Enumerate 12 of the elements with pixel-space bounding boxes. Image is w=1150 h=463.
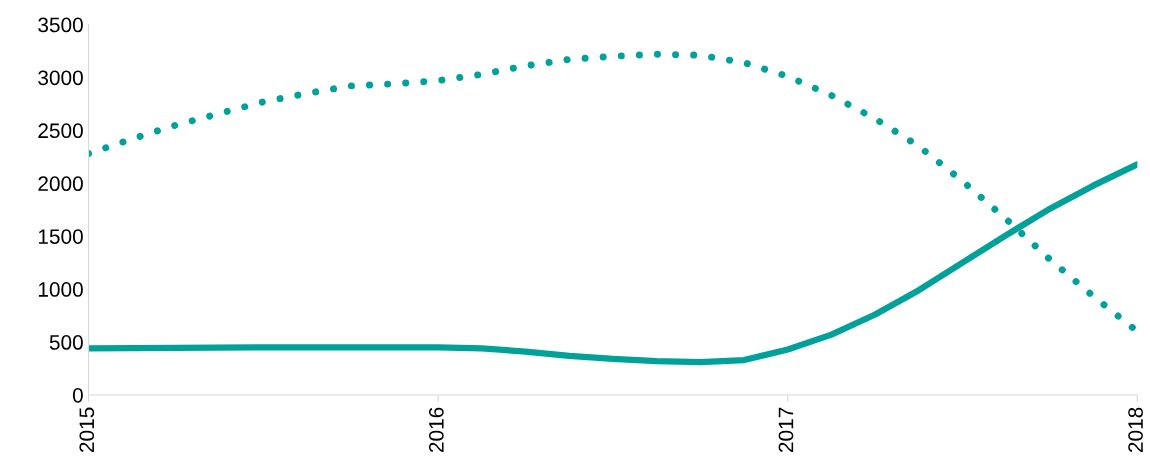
- y-tick-label: 1500: [38, 229, 83, 244]
- y-tick-label: 2000: [38, 176, 83, 192]
- x-tick-label: 2018: [1128, 407, 1143, 453]
- y-tick-label: 1000: [38, 282, 83, 297]
- y-tick-label: 3000: [38, 70, 83, 86]
- y-tick-label: 3500: [38, 17, 83, 33]
- y-tick-label: 2500: [38, 123, 83, 139]
- x-tick-label: 2017: [778, 407, 794, 453]
- x-tick-label: 2016: [428, 407, 444, 453]
- y-tick-label: 0: [72, 387, 83, 403]
- y-tick-label: 500: [49, 335, 83, 350]
- x-tick-label: 2015: [79, 407, 95, 453]
